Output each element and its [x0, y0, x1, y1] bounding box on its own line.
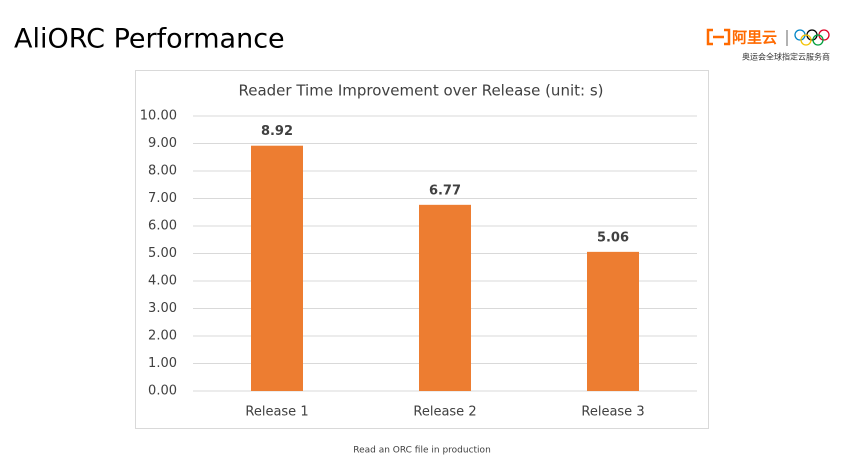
olympic-rings	[794, 29, 830, 46]
y-tick-label: 10.00	[140, 109, 177, 124]
slide-title: AliORC Performance	[14, 24, 285, 55]
chart-title: Reader Time Improvement over Release (un…	[238, 82, 603, 100]
value-label: 6.77	[429, 183, 461, 198]
value-label: 5.06	[597, 230, 629, 245]
value-label: 8.92	[261, 124, 293, 139]
bar	[251, 145, 303, 391]
y-tick-label: 5.00	[148, 246, 177, 261]
y-tick-label: 2.00	[148, 329, 177, 344]
y-tick-label: 7.00	[148, 191, 177, 206]
x-tick-label: Release 2	[413, 405, 476, 420]
caption: Read an ORC file in production	[353, 446, 491, 456]
logo-icon	[706, 28, 731, 46]
y-tick-label: 4.00	[148, 274, 177, 289]
logo: 阿里云 奥运会全球指定云服务商	[706, 28, 830, 62]
y-tick-label: 9.00	[148, 136, 177, 151]
y-tick-label: 1.00	[148, 356, 177, 371]
y-tick-label: 6.00	[148, 219, 177, 234]
y-tick-label: 0.00	[148, 384, 177, 399]
x-tick-label: Release 3	[581, 405, 644, 420]
x-tick-label: Release 1	[245, 405, 308, 420]
y-tick-label: 8.00	[148, 164, 177, 179]
bar	[419, 204, 471, 391]
logo-subtitle: 奥运会全球指定云服务商	[742, 52, 830, 62]
y-tick-label: 3.00	[148, 301, 177, 316]
bar	[587, 251, 639, 391]
logo-text: 阿里云	[732, 29, 777, 47]
